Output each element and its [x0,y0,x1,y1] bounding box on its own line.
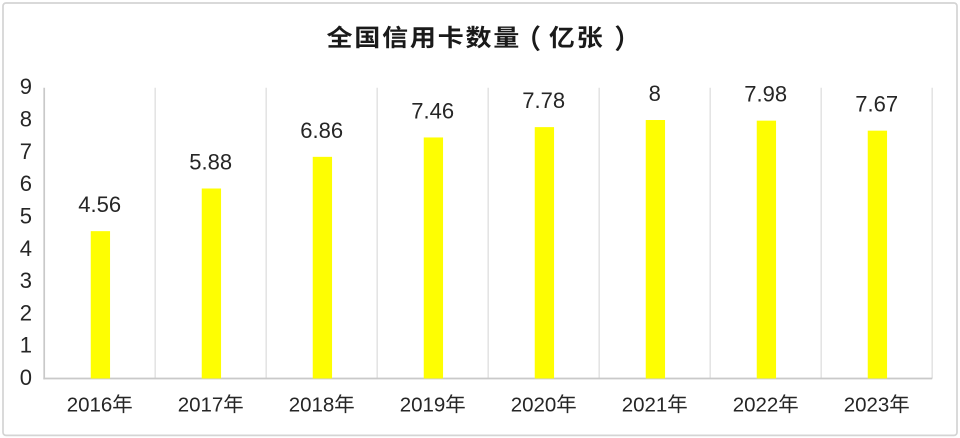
svg-text:2023: 2023 [844,394,890,417]
svg-text:8: 8 [649,81,661,106]
svg-text:2020: 2020 [511,394,557,417]
svg-text:1: 1 [20,333,32,358]
svg-text:2017: 2017 [178,394,224,417]
svg-text:6: 6 [20,171,32,196]
svg-text:6.86: 6.86 [300,118,343,143]
svg-text:9: 9 [20,74,32,99]
svg-text:3: 3 [20,268,32,293]
svg-text:7: 7 [20,139,32,164]
svg-text:4.56: 4.56 [78,192,121,217]
svg-text:5: 5 [20,203,32,228]
svg-text:7.98: 7.98 [744,82,787,107]
svg-text:2021: 2021 [622,394,668,417]
svg-text:2018: 2018 [289,394,335,417]
svg-text:5.88: 5.88 [189,150,232,175]
svg-text:0: 0 [20,365,32,390]
svg-text:4: 4 [20,236,32,261]
svg-text:7.46: 7.46 [411,99,454,124]
svg-text:2: 2 [20,300,32,325]
svg-text:7.67: 7.67 [855,92,898,117]
svg-text:2019: 2019 [400,394,446,417]
svg-text:2022: 2022 [733,394,779,417]
svg-text:7.78: 7.78 [522,88,565,113]
svg-text:2016: 2016 [67,394,113,417]
svg-text:8: 8 [20,107,32,132]
